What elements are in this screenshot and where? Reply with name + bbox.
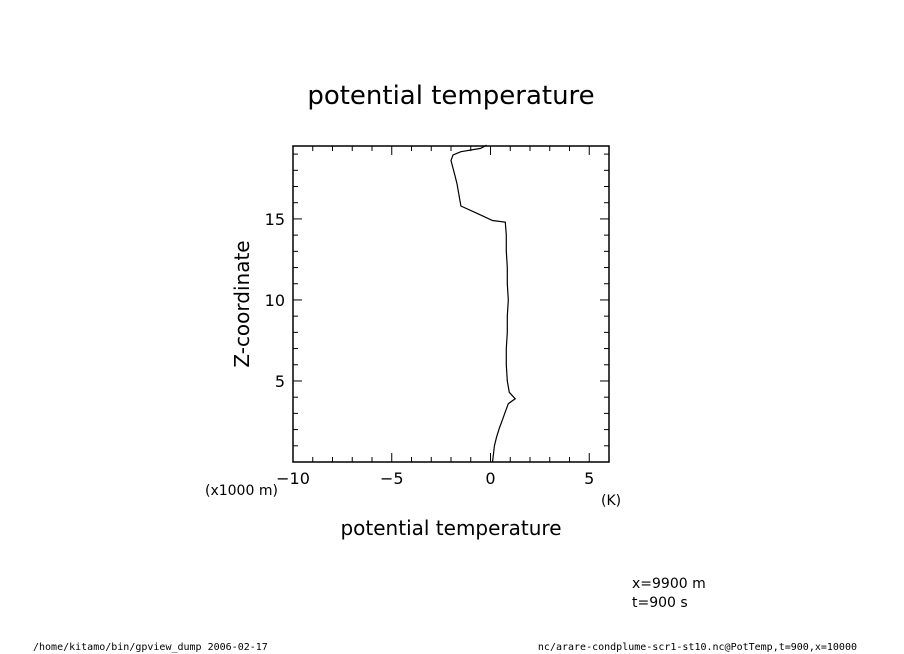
y-tick-label: 5	[275, 372, 285, 391]
x-axis-unit: (K)	[601, 493, 621, 509]
time-annotation: t=900 s	[632, 595, 688, 611]
x-tick-label: 0	[485, 469, 495, 488]
x-tick-label: −10	[276, 469, 310, 488]
y-axis-label: Z-coordinate	[230, 240, 254, 367]
plot-frame	[292, 145, 610, 463]
y-tick-label: 15	[265, 210, 285, 229]
axis-tick-labels: −10 −5 0 5 5 10 15	[265, 210, 595, 488]
x-tick-label: 5	[584, 469, 594, 488]
x-axis-label: potential temperature	[340, 516, 561, 540]
chart-title: potential temperature	[307, 81, 594, 111]
axis-ticks	[292, 146, 610, 462]
footer-right: nc/arare-condplume-scr1-st10.nc@PotTemp,…	[538, 642, 857, 653]
position-annotation: x=9900 m	[632, 576, 706, 592]
y-tick-label: 10	[265, 291, 285, 310]
footer-left: /home/kitamo/bin/gpview_dump 2006-02-17	[33, 642, 268, 653]
y-axis-unit: (x1000 m)	[205, 483, 278, 499]
x-tick-label: −5	[380, 469, 404, 488]
series-line	[450, 144, 517, 463]
